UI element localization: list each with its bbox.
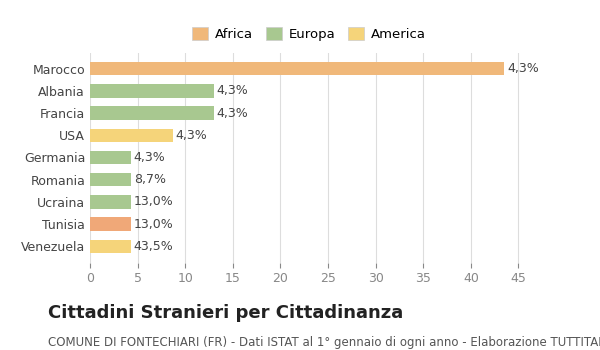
Bar bbox=[90, 62, 504, 75]
Text: 4,3%: 4,3% bbox=[217, 84, 248, 97]
Text: 4,3%: 4,3% bbox=[134, 151, 166, 164]
Text: 13,0%: 13,0% bbox=[134, 195, 173, 208]
Text: 4,3%: 4,3% bbox=[507, 62, 539, 75]
Bar bbox=[90, 84, 214, 98]
Text: 8,7%: 8,7% bbox=[134, 173, 166, 186]
Bar bbox=[90, 151, 131, 164]
Text: 4,3%: 4,3% bbox=[217, 107, 248, 120]
Bar bbox=[90, 173, 131, 186]
Bar bbox=[90, 129, 173, 142]
Text: COMUNE DI FONTECHIARI (FR) - Dati ISTAT al 1° gennaio di ogni anno - Elaborazion: COMUNE DI FONTECHIARI (FR) - Dati ISTAT … bbox=[48, 336, 600, 349]
Legend: Africa, Europa, America: Africa, Europa, America bbox=[187, 21, 431, 46]
Bar bbox=[90, 217, 131, 231]
Bar bbox=[90, 195, 131, 209]
Bar bbox=[90, 240, 131, 253]
Text: 43,5%: 43,5% bbox=[134, 240, 173, 253]
Bar bbox=[90, 106, 214, 120]
Text: 13,0%: 13,0% bbox=[134, 218, 173, 231]
Text: 4,3%: 4,3% bbox=[176, 129, 208, 142]
Text: Cittadini Stranieri per Cittadinanza: Cittadini Stranieri per Cittadinanza bbox=[48, 304, 403, 322]
